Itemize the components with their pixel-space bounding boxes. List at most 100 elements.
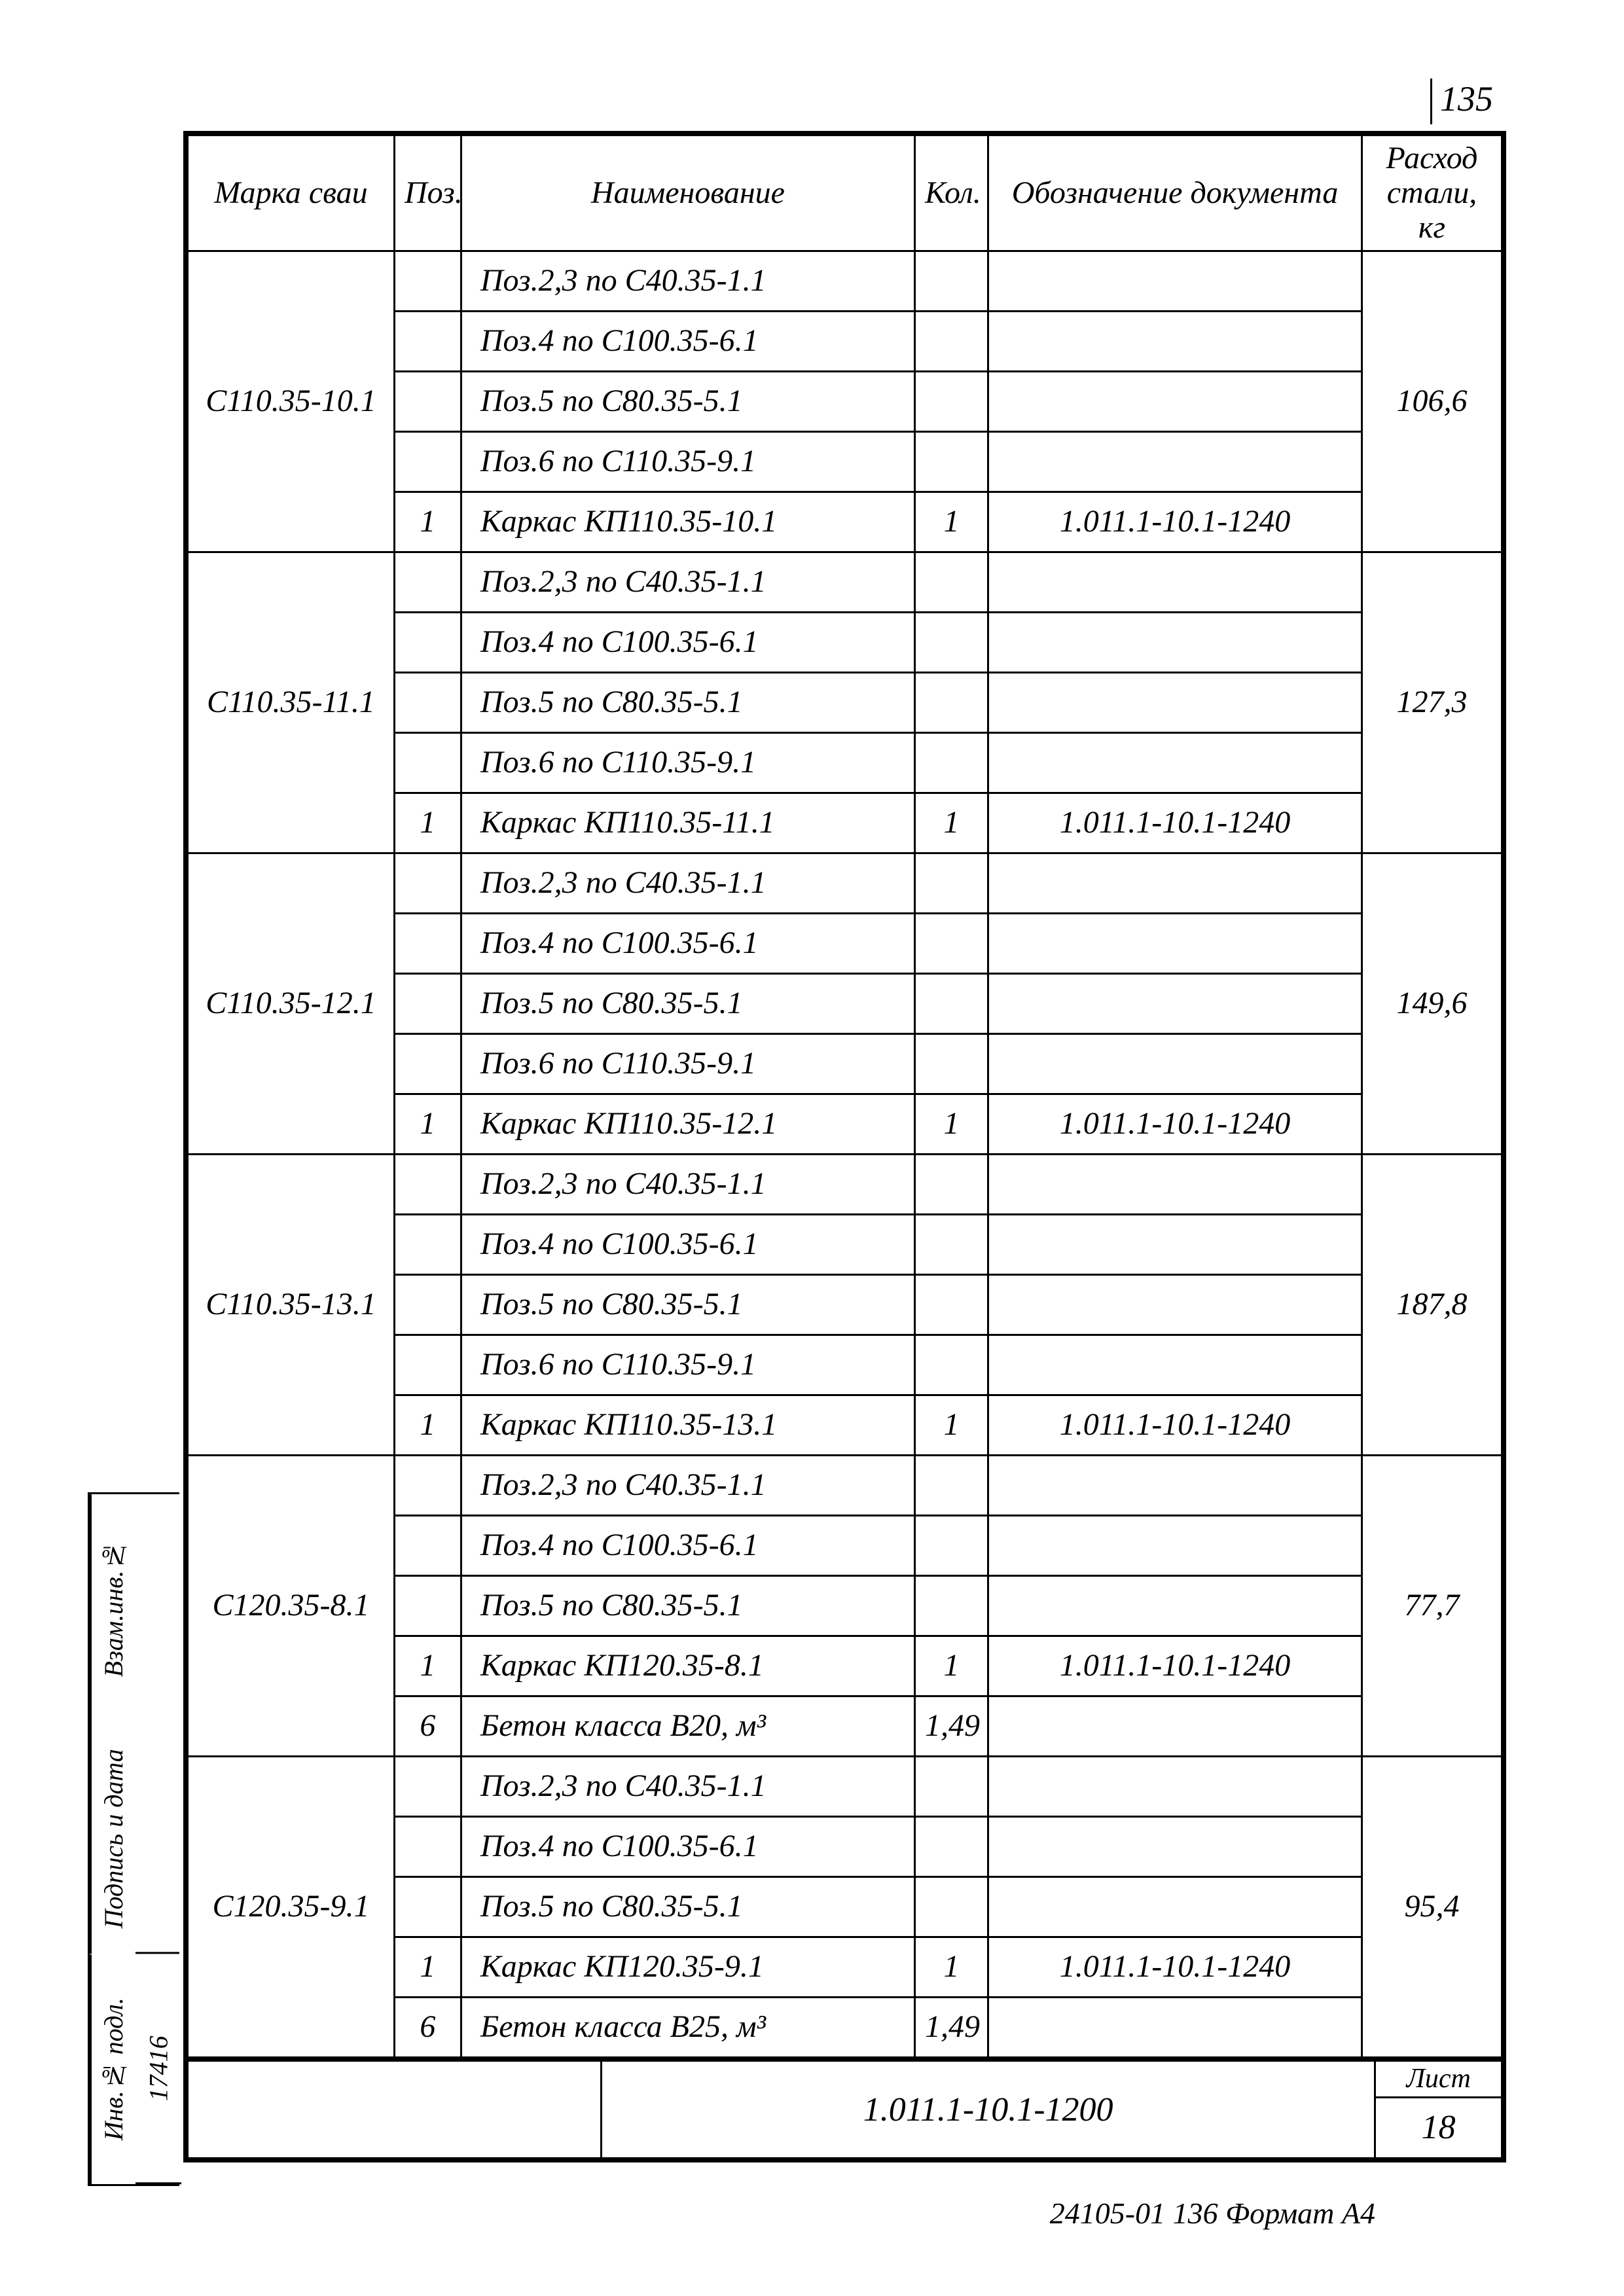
header-poz: Поз. (394, 135, 461, 251)
cell-marka: С110.35-10.1 (188, 251, 395, 552)
cell-poz (394, 552, 461, 613)
cell-poz: 1 (394, 492, 461, 552)
main-frame: Марка сваи Поз. Наименование Кол. Обозна… (183, 131, 1506, 2162)
cell-poz (394, 1215, 461, 1275)
cell-naim: Каркас КП110.35-11.1 (461, 793, 914, 853)
cell-oboz (988, 1456, 1362, 1516)
cell-marka: С110.35-13.1 (188, 1155, 395, 1456)
header-naim: Наименование (461, 135, 914, 251)
cell-naim: Бетон класса В25, м³ (461, 1998, 914, 2058)
cell-naim: Поз.6 по С110.35-9.1 (461, 733, 914, 793)
cell-naim: Поз.5 по С80.35-5.1 (461, 1275, 914, 1335)
cell-kol: 1 (915, 492, 988, 552)
cell-naim: Каркас КП110.35-13.1 (461, 1395, 914, 1456)
cell-kol (915, 1757, 988, 1817)
header-marka: Марка сваи (188, 135, 395, 251)
cell-naim: Поз.5 по С80.35-5.1 (461, 673, 914, 733)
cell-poz: 1 (394, 1094, 461, 1155)
cell-kol (915, 251, 988, 312)
cell-marka: С110.35-11.1 (188, 552, 395, 853)
cell-naim: Поз.2,3 по С40.35-1.1 (461, 251, 914, 312)
cell-oboz (988, 1696, 1362, 1757)
cell-poz (394, 1877, 461, 1937)
cell-kol (915, 613, 988, 673)
cell-naim: Поз.6 по С110.35-9.1 (461, 1034, 914, 1094)
cell-ras: 95,4 (1362, 1757, 1502, 2058)
cell-kol: 1 (915, 1395, 988, 1456)
side-vzam-inv: Взам.инв.№ (90, 1494, 135, 1724)
cell-oboz (988, 1155, 1362, 1215)
cell-poz: 6 (394, 1998, 461, 2058)
cell-oboz: 1.011.1-10.1-1240 (988, 1395, 1362, 1456)
cell-kol (915, 853, 988, 914)
cell-oboz (988, 251, 1362, 312)
footer-format-note: 24105-01 136 Формат А4 (1050, 2196, 1375, 2231)
cell-poz (394, 1034, 461, 1094)
cell-ras: 127,3 (1362, 552, 1502, 853)
cell-oboz (988, 1817, 1362, 1877)
cell-oboz (988, 1516, 1362, 1576)
cell-oboz (988, 974, 1362, 1034)
cell-naim: Поз.2,3 по С40.35-1.1 (461, 1456, 914, 1516)
cell-naim: Поз.5 по С80.35-5.1 (461, 1576, 914, 1636)
cell-kol (915, 312, 988, 372)
cell-poz: 1 (394, 793, 461, 853)
cell-naim: Каркас КП120.35-8.1 (461, 1636, 914, 1696)
document-page: 135 Марка сваи Поз. Наименование Кол. Об… (0, 0, 1624, 2296)
table-row: С120.35-8.1Поз.2,3 по С40.35-1.177,7 (188, 1456, 1502, 1516)
cell-poz (394, 1335, 461, 1395)
cell-oboz (988, 1998, 1362, 2058)
cell-kol (915, 1576, 988, 1636)
cell-naim: Каркас КП110.35-12.1 (461, 1094, 914, 1155)
cell-naim: Поз.4 по С100.35-6.1 (461, 312, 914, 372)
cell-oboz (988, 372, 1362, 432)
cell-poz (394, 1757, 461, 1817)
table-row: С110.35-13.1Поз.2,3 по С40.35-1.1187,8 (188, 1155, 1502, 1215)
cell-kol (915, 1516, 988, 1576)
cell-oboz (988, 1215, 1362, 1275)
cell-marka: С110.35-12.1 (188, 853, 395, 1155)
cell-ras: 149,6 (1362, 853, 1502, 1155)
cell-poz (394, 974, 461, 1034)
cell-poz (394, 853, 461, 914)
cell-kol (915, 1215, 988, 1275)
cell-oboz (988, 1757, 1362, 1817)
title-block-row: 1.011.1-10.1-1200 Лист (188, 2060, 1502, 2097)
cell-naim: Поз.5 по С80.35-5.1 (461, 372, 914, 432)
cell-poz (394, 673, 461, 733)
side-inv-podl: Инв.№ подл. (90, 1954, 135, 2184)
page-number: 135 (1430, 79, 1493, 124)
cell-oboz (988, 914, 1362, 974)
side-podpis-data-val (135, 1724, 179, 1954)
cell-poz (394, 1817, 461, 1877)
cell-poz: 1 (394, 1937, 461, 1998)
cell-marka: С120.35-9.1 (188, 1757, 395, 2058)
cell-kol (915, 974, 988, 1034)
cell-kol (915, 733, 988, 793)
table-row: С110.35-12.1Поз.2,3 по С40.35-1.1149,6 (188, 853, 1502, 914)
cell-kol: 1 (915, 1636, 988, 1696)
cell-oboz (988, 1335, 1362, 1395)
cell-kol (915, 1877, 988, 1937)
side-vzam-inv-val (135, 1494, 179, 1724)
cell-kol (915, 1456, 988, 1516)
cell-poz (394, 613, 461, 673)
cell-naim: Поз.2,3 по С40.35-1.1 (461, 1155, 914, 1215)
specification-table: Марка сваи Поз. Наименование Кол. Обозна… (187, 134, 1503, 2058)
cell-naim: Поз.2,3 по С40.35-1.1 (461, 552, 914, 613)
cell-oboz (988, 1576, 1362, 1636)
cell-oboz (988, 853, 1362, 914)
header-kol: Кол. (915, 135, 988, 251)
cell-poz (394, 733, 461, 793)
sheet-label: Лист (1375, 2060, 1502, 2097)
cell-oboz (988, 552, 1362, 613)
table-row: С120.35-9.1Поз.2,3 по С40.35-1.195,4 (188, 1757, 1502, 1817)
cell-kol (915, 1034, 988, 1094)
cell-oboz (988, 1034, 1362, 1094)
cell-poz: 6 (394, 1696, 461, 1757)
table-row: С110.35-10.1Поз.2,3 по С40.35-1.1106,6 (188, 251, 1502, 312)
cell-oboz: 1.011.1-10.1-1240 (988, 793, 1362, 853)
cell-marka: С120.35-8.1 (188, 1456, 395, 1757)
cell-naim: Поз.2,3 по С40.35-1.1 (461, 1757, 914, 1817)
cell-naim: Поз.2,3 по С40.35-1.1 (461, 853, 914, 914)
